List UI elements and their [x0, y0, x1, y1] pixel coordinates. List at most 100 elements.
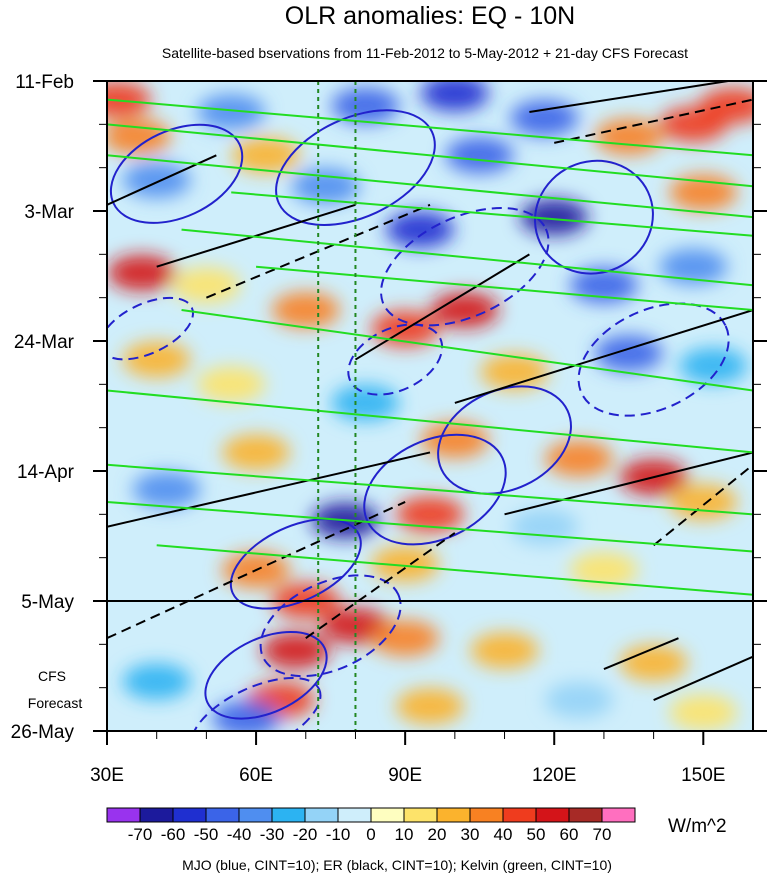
colorbar-label-2: -50	[194, 825, 219, 844]
anomaly-blob-28	[679, 347, 748, 384]
anomaly-blob-5	[420, 81, 489, 112]
colorbar-swatch-8	[370, 807, 405, 823]
kelvin-contour-3	[231, 191, 753, 237]
anomaly-blob-31	[545, 440, 614, 477]
mjo-contour-9	[259, 574, 402, 678]
mjo-contour-8	[229, 518, 362, 610]
x-tick-label-0: 30E	[90, 765, 124, 786]
anomaly-blob-52	[669, 694, 738, 731]
y-axis: 11-Feb 3-Mar 24-Mar 14-Apr 5-May 26-May	[11, 72, 767, 743]
colorbar-swatch-6	[304, 807, 339, 823]
anomaly-blob-26	[480, 353, 549, 390]
colorbar-swatch-10	[436, 807, 471, 823]
x-tick-label-4: 150E	[681, 765, 725, 786]
anomaly-blob-40	[371, 545, 440, 582]
anomaly-blob-51	[545, 682, 614, 719]
y-tick-label-3: 14-Apr	[17, 462, 75, 483]
colorbar-label-13: 60	[560, 825, 579, 844]
anomaly-blob-46	[619, 644, 688, 681]
anomaly-blob-18	[271, 292, 340, 329]
anomaly-blob-30	[420, 422, 489, 459]
colorbar-swatch-5	[271, 807, 306, 823]
kelvin-contour-5	[255, 265, 753, 312]
kelvin-contour-6	[181, 309, 753, 392]
anomaly-blob-7	[594, 118, 663, 155]
colorbar-units: W/m^2	[668, 816, 727, 837]
anomaly-blob-35	[396, 496, 464, 533]
anomaly-blob-6	[510, 100, 579, 137]
plot-background	[107, 81, 753, 731]
anomaly-blob-37	[669, 483, 738, 520]
anomaly-blob-23	[122, 341, 191, 378]
plot-area	[107, 81, 753, 731]
anomaly-blob-12	[386, 211, 455, 248]
anomaly-blob-41	[569, 552, 638, 589]
colorbar-swatch-2	[172, 807, 207, 823]
kelvin-contour-7	[107, 389, 753, 454]
anomaly-blob-1	[107, 118, 171, 155]
colorbar-swatch-1	[139, 807, 174, 823]
colorbar-label-14: 70	[593, 825, 612, 844]
mjo-contour-0	[109, 123, 244, 224]
kelvin-contour-0	[107, 98, 753, 157]
colorbar-label-0: -70	[128, 825, 153, 844]
anomaly-blob-24	[197, 366, 266, 403]
forecast-label-line1: CFS	[38, 668, 66, 684]
y-tick-label-4: 5-May	[21, 592, 74, 613]
chart-title: OLR anomalies: EQ - 10N	[285, 2, 575, 30]
kelvin-contour-4	[181, 228, 753, 287]
x-tick-label-1: 60E	[239, 765, 273, 786]
mjo-contour-2	[275, 109, 436, 227]
x-tick-label-2: 90E	[388, 765, 422, 786]
chart-subtitle: Satellite-based bservations from 11-Feb-…	[162, 45, 688, 61]
anomaly-blob-25	[331, 384, 400, 421]
colorbar-swatch-15	[601, 807, 636, 823]
anomaly-blob-49	[212, 700, 281, 731]
mjo-contour-4	[534, 159, 654, 275]
er-contour-8	[529, 81, 729, 113]
er-contour-6	[504, 451, 753, 516]
colorbar-swatch-3	[205, 807, 240, 823]
x-tick-label-3: 120E	[532, 765, 576, 786]
kelvin-contour-9	[107, 500, 753, 553]
kelvin-contour-10	[156, 544, 753, 596]
anomaly-blob-20	[430, 292, 499, 329]
colorbar-label-1: -60	[161, 825, 186, 844]
anomaly-blob-15	[445, 137, 514, 174]
er-contour-5	[454, 309, 753, 404]
anomaly-blob-36	[510, 508, 579, 545]
colorbar-label-11: 40	[494, 825, 513, 844]
colorbar-swatch-11	[469, 807, 504, 823]
anomaly-blob-45	[470, 632, 539, 669]
er-contour-2	[354, 253, 530, 361]
y-tick-label-1: 3-Mar	[24, 202, 74, 223]
mjo-contour-6	[437, 385, 572, 495]
x-axis: 30E 60E 90E 120E 150E	[90, 731, 725, 786]
anomaly-blob-22	[659, 248, 728, 285]
colorbar-swatch-0	[106, 807, 141, 823]
anomaly-blob-47	[122, 663, 191, 700]
anomaly-blob-4	[331, 87, 400, 124]
colorbar-label-10: 30	[461, 825, 480, 844]
er-contour-7	[652, 464, 753, 547]
anomaly-blob-2	[197, 93, 266, 130]
mjo-contour-3	[380, 207, 550, 327]
mjo-contour-10	[204, 630, 328, 720]
colorbar-swatch-13	[535, 807, 570, 823]
er-contour-3	[107, 451, 431, 528]
forecast-label-line2: Forecast	[28, 695, 83, 711]
colorbar-swatch-14	[568, 807, 603, 823]
anomaly-blob-42	[261, 632, 330, 669]
kelvin-contour-8	[107, 463, 753, 516]
colorbar-swatch-9	[403, 807, 438, 823]
colorbar: -70 -60 -50 -40 -30 -20 -10 0 10 20 30 40 50 60 70	[106, 807, 636, 844]
anomaly-blob-17	[172, 267, 241, 304]
kelvin-contour-2	[107, 154, 753, 219]
anomaly-blob-29	[222, 434, 291, 471]
mjo-contour-7	[577, 302, 730, 417]
kelvin-contours	[107, 98, 753, 596]
er-contour-11	[603, 637, 679, 671]
anomaly-blob-3	[232, 137, 301, 174]
colorbar-swatch-4	[238, 807, 273, 823]
